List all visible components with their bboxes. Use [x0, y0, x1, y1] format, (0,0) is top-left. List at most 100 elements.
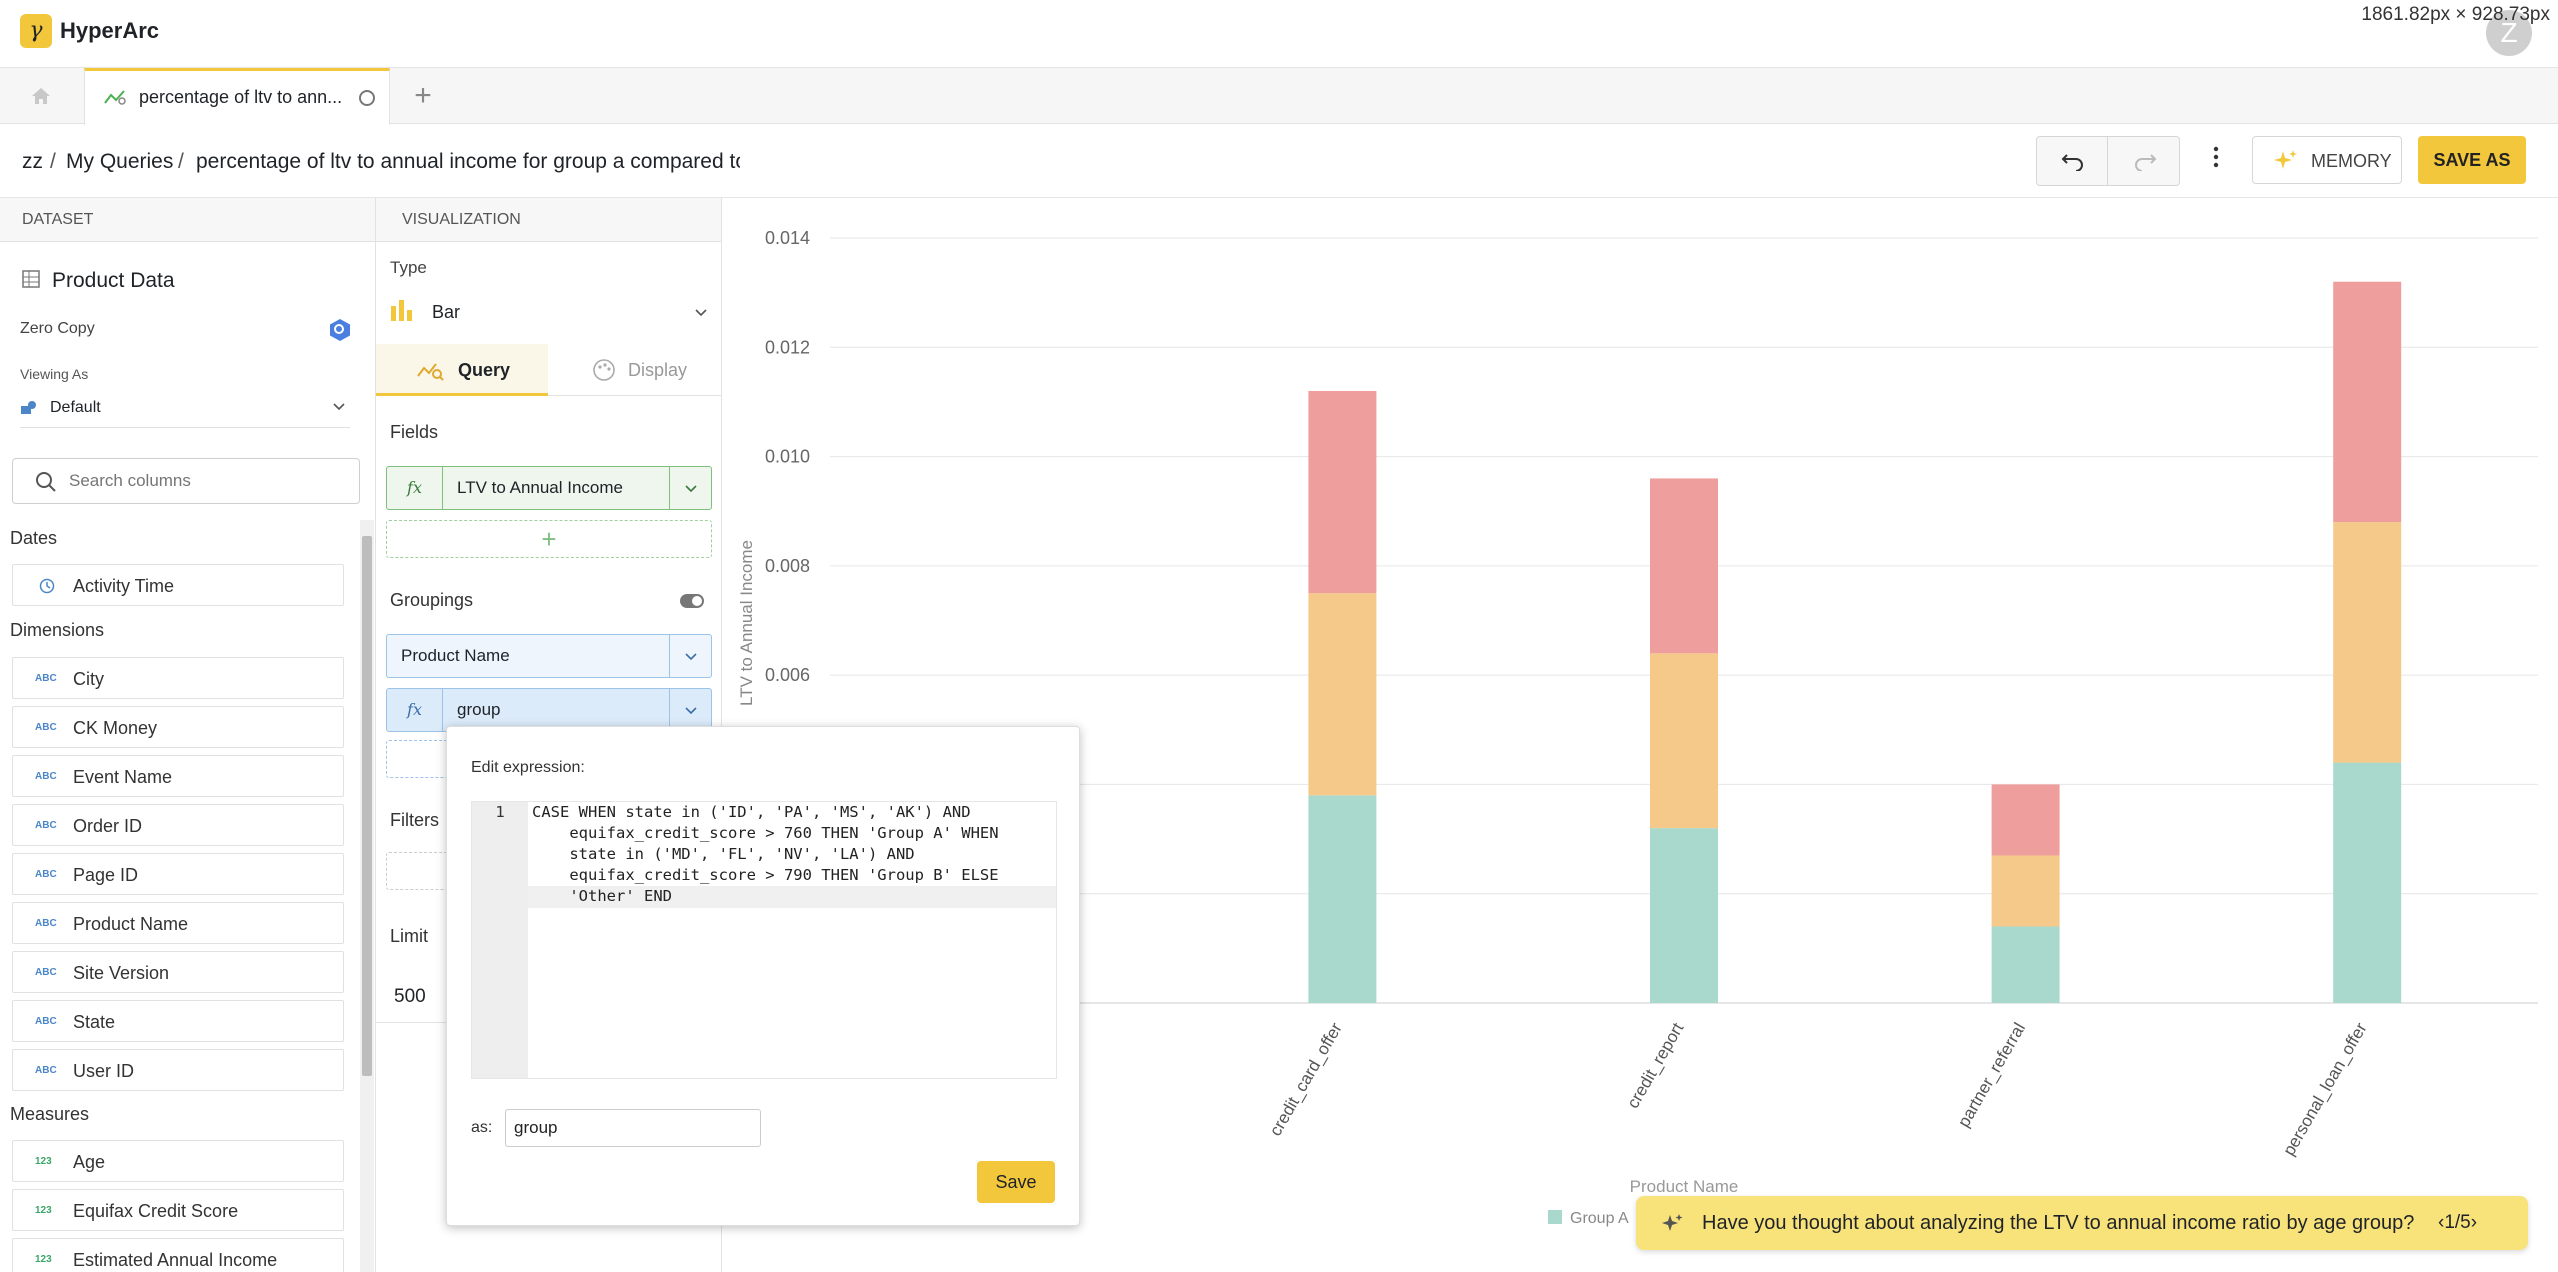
code-editor[interactable]: 1 CASE WHEN state in ('ID', 'PA', 'MS', … — [471, 801, 1057, 1079]
tab-display-settings[interactable]: Display — [548, 344, 722, 396]
column-name: Order ID — [73, 816, 143, 836]
breadcrumb-root[interactable]: zz — [22, 150, 43, 173]
bar-segment — [1650, 478, 1718, 654]
number-type-icon: 123 — [35, 1205, 52, 1216]
memory-button[interactable]: MEMORY — [2252, 136, 2402, 184]
viewing-as-select[interactable]: Default — [20, 394, 350, 428]
code-line: equifax_credit_score > 760 THEN 'Group A… — [532, 824, 999, 842]
memory-button-label: MEMORY — [2311, 151, 2392, 171]
role-icon — [21, 401, 36, 414]
column-item[interactable]: 123 Equifax Credit Score — [12, 1189, 344, 1231]
avatar[interactable]: Z — [2486, 10, 2532, 56]
column-item[interactable]: 123 Estimated Annual Income — [12, 1238, 344, 1272]
formula-icon: fx — [387, 689, 443, 731]
toast-pager[interactable]: ‹1/5› — [2438, 1212, 2478, 1233]
copy-mode: Zero Copy — [20, 320, 95, 337]
query-icon — [417, 363, 444, 381]
dataset-header: DATASET — [0, 198, 375, 242]
bar-segment — [1650, 653, 1718, 829]
undo-button[interactable] — [2037, 137, 2108, 185]
column-name: Estimated Annual Income — [73, 1250, 278, 1270]
toast-text: Have you thought about analyzing the LTV… — [1702, 1212, 2415, 1234]
column-item[interactable]: ABC CK Money — [12, 706, 344, 748]
column-item[interactable]: ABC Event Name — [12, 755, 344, 797]
tab-query-settings[interactable]: Query — [376, 344, 548, 396]
column-item[interactable]: 123 Age — [12, 1140, 344, 1182]
bar-segment — [2333, 522, 2402, 763]
palette-icon — [593, 359, 615, 381]
y-tick-label: 0.008 — [765, 556, 810, 576]
bar-segment — [2333, 762, 2402, 1003]
groupings-toggle[interactable] — [680, 594, 704, 608]
grouping-dropdown-button[interactable] — [669, 635, 711, 677]
bigquery-icon — [330, 319, 350, 341]
unsaved-indicator-icon[interactable] — [359, 90, 375, 106]
bar-segment — [2333, 281, 2402, 523]
column-name: User ID — [73, 1061, 135, 1081]
search-columns[interactable] — [12, 458, 360, 504]
grouping-pill[interactable]: Product Name — [386, 634, 712, 678]
number-type-icon: 123 — [35, 1156, 52, 1167]
alias-input[interactable] — [505, 1109, 761, 1147]
add-tab-button[interactable]: + — [414, 79, 432, 112]
line-number: 1 — [495, 803, 505, 821]
limit-input[interactable]: 500 — [394, 986, 426, 1007]
x-tick-label: personal_loan_offer — [2279, 1019, 2371, 1159]
y-axis-label: LTV to Annual Income — [737, 540, 756, 706]
viewing-as-label: Viewing As — [20, 366, 89, 382]
column-item[interactable]: ABC User ID — [12, 1049, 344, 1091]
text-type-icon: ABC — [35, 918, 57, 929]
dates-section-label: Dates — [10, 528, 58, 548]
column-item[interactable]: ABC Product Name — [12, 902, 344, 944]
text-type-icon: ABC — [35, 771, 57, 782]
chevron-down-icon — [685, 707, 697, 715]
dimensions-section-label: Dimensions — [10, 620, 105, 640]
alias-label: as: — [471, 1119, 493, 1136]
filters-label: Filters — [390, 810, 439, 830]
field-dropdown-button[interactable] — [669, 467, 711, 509]
save-as-button[interactable]: SAVE AS — [2418, 136, 2526, 184]
number-type-icon: 123 — [35, 1254, 52, 1265]
redo-icon — [2135, 154, 2157, 171]
chart-type-select[interactable]: Bar — [390, 294, 708, 330]
suggestion-toast[interactable]: Have you thought about analyzing the LTV… — [1636, 1196, 2528, 1250]
column-item[interactable]: ABC State — [12, 1000, 344, 1042]
breadcrumb-folder[interactable]: My Queries — [66, 150, 174, 173]
more-options-button[interactable] — [2204, 146, 2228, 176]
code-line: CASE WHEN state in ('ID', 'PA', 'MS', 'A… — [532, 803, 971, 821]
search-input[interactable] — [69, 469, 339, 493]
chevron-down-icon — [685, 653, 697, 661]
home-icon — [32, 88, 50, 104]
search-icon — [36, 472, 56, 492]
tab-home[interactable] — [0, 68, 84, 124]
tab-query[interactable]: percentage of ltv to ann... — [84, 68, 390, 125]
column-name: State — [73, 1012, 116, 1032]
dataset-name[interactable]: Product Data — [52, 269, 175, 292]
grouping-dropdown-button[interactable] — [669, 689, 711, 731]
redo-button[interactable] — [2109, 137, 2180, 185]
column-item[interactable]: ABC Order ID — [12, 804, 344, 846]
column-item[interactable]: ABC Site Version — [12, 951, 344, 993]
column-item[interactable]: Activity Time — [12, 564, 344, 606]
field-pill[interactable]: fx LTV to Annual Income — [386, 466, 712, 510]
clock-icon — [39, 578, 55, 594]
save-expression-button[interactable]: Save — [977, 1161, 1055, 1203]
fields-label: Fields — [390, 422, 439, 442]
undo-redo-group — [2036, 136, 2180, 186]
column-name: Event Name — [73, 767, 173, 787]
formula-icon: fx — [387, 467, 443, 509]
dataset-scrollbar-thumb[interactable] — [362, 536, 372, 1076]
measures-section-label: Measures — [10, 1104, 90, 1124]
column-item[interactable]: ABC Page ID — [12, 853, 344, 895]
hyperarc-logo[interactable]: γ — [20, 14, 52, 48]
text-type-icon: ABC — [35, 869, 57, 880]
sparkle-icon — [2274, 150, 2297, 169]
editor-gutter: 1 — [472, 802, 528, 1078]
query-title[interactable]: percentage of ltv to annual income for g… — [196, 150, 740, 173]
brand-name: HyperArc — [60, 18, 160, 43]
add-field-button[interactable]: + — [386, 520, 712, 558]
bar-segment — [1308, 391, 1377, 594]
text-type-icon: ABC — [35, 1065, 57, 1076]
column-item[interactable]: ABC City — [12, 657, 344, 699]
column-name: Page ID — [73, 865, 139, 885]
